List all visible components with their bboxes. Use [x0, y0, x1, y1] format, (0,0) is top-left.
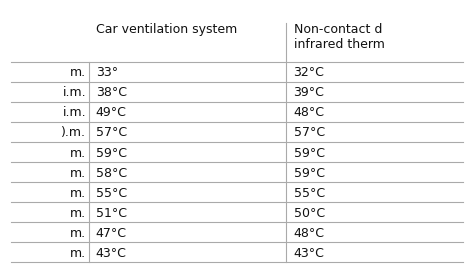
Text: m.: m.	[70, 66, 86, 79]
Text: 43°C: 43°C	[96, 247, 127, 260]
Text: 51°C: 51°C	[96, 207, 127, 220]
Text: 57°C: 57°C	[96, 126, 127, 139]
Text: 57°C: 57°C	[293, 126, 325, 139]
Text: 59°C: 59°C	[96, 147, 127, 159]
Text: 48°C: 48°C	[293, 106, 325, 119]
Text: i.m.: i.m.	[63, 106, 86, 119]
Text: 55°C: 55°C	[96, 187, 127, 200]
Text: 38°C: 38°C	[96, 86, 127, 99]
Text: 58°C: 58°C	[96, 167, 127, 179]
Text: 55°C: 55°C	[293, 187, 325, 200]
Text: m.: m.	[70, 247, 86, 260]
Text: 33°: 33°	[96, 66, 118, 79]
Text: Car ventilation system: Car ventilation system	[96, 23, 237, 36]
Text: m.: m.	[70, 147, 86, 159]
Text: m.: m.	[70, 167, 86, 179]
Text: 49°C: 49°C	[96, 106, 127, 119]
Text: i.m.: i.m.	[63, 86, 86, 99]
Text: 50°C: 50°C	[293, 207, 325, 220]
Text: 59°C: 59°C	[293, 167, 325, 179]
Text: ).m.: ).m.	[61, 126, 86, 139]
Text: Non-contact d
infrared therm: Non-contact d infrared therm	[293, 23, 384, 51]
Text: m.: m.	[70, 187, 86, 200]
Text: 48°C: 48°C	[293, 227, 325, 240]
Text: 32°C: 32°C	[293, 66, 324, 79]
Text: m.: m.	[70, 207, 86, 220]
Text: 39°C: 39°C	[293, 86, 324, 99]
Text: 43°C: 43°C	[293, 247, 324, 260]
Text: 59°C: 59°C	[293, 147, 325, 159]
Text: 47°C: 47°C	[96, 227, 127, 240]
Text: m.: m.	[70, 227, 86, 240]
